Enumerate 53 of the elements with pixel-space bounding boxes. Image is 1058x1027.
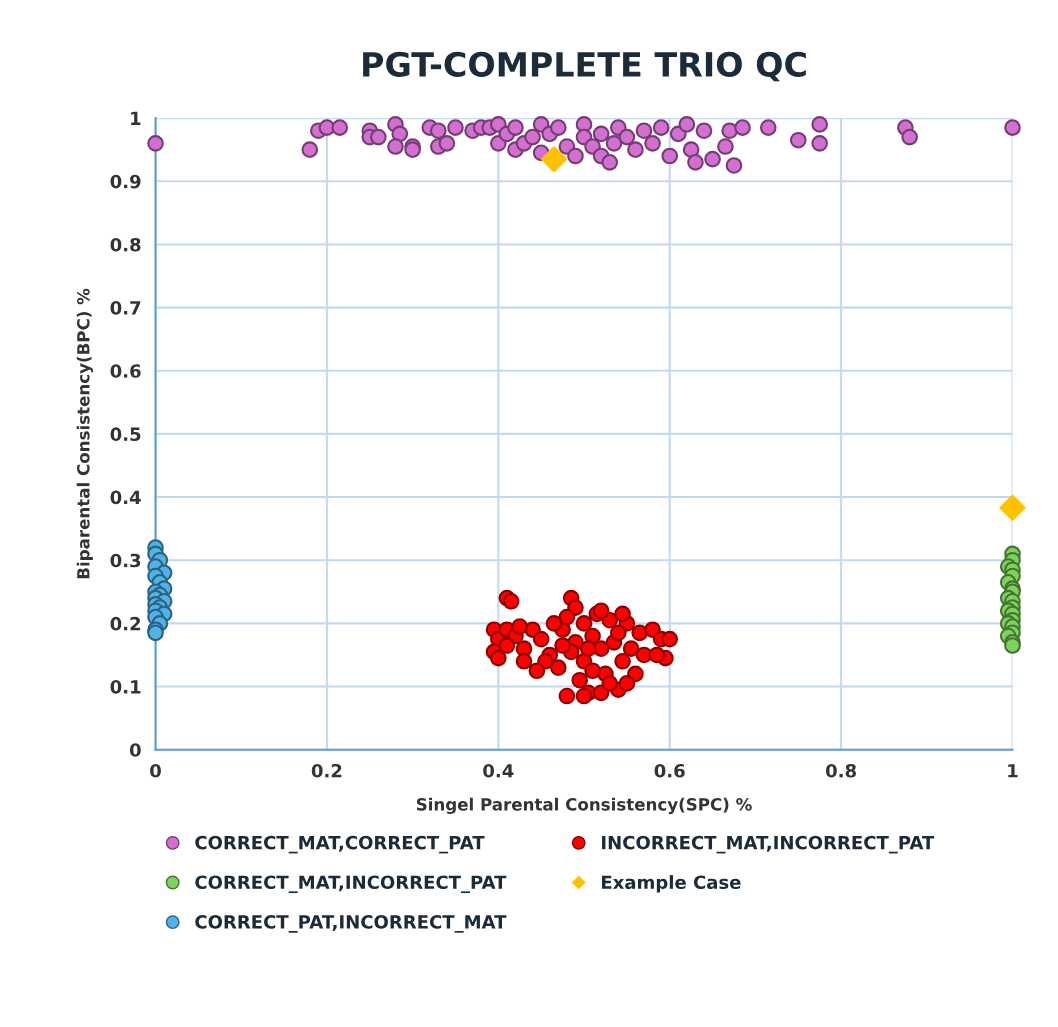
- legend-label: CORRECT_PAT,INCORRECT_MAT: [195, 915, 507, 933]
- point: [618, 675, 636, 692]
- point: [575, 615, 593, 632]
- point: [648, 646, 666, 664]
- y-tick-label: 0.3: [110, 553, 141, 568]
- legend-label: INCORRECT_MAT,INCORRECT_PAT: [602, 835, 935, 854]
- point: [584, 662, 601, 680]
- x-axis-title: Singel Parental Consistency(SPC) %: [416, 797, 752, 814]
- y-tick-label: 0.1: [110, 680, 141, 694]
- x-tick-label: 0.6: [654, 763, 685, 778]
- chart-title: PGT-COMPLETE TRIO QC: [363, 51, 806, 82]
- y-tick-label: 0.2: [110, 616, 141, 631]
- y-tick-label: 0: [129, 743, 141, 757]
- point: [601, 675, 619, 692]
- y-tick-label: 0.5: [110, 427, 141, 442]
- y-tick-label: 1: [131, 111, 141, 125]
- point: [614, 605, 631, 623]
- point: [609, 624, 627, 642]
- point: [511, 618, 529, 635]
- point: [540, 146, 568, 173]
- x-tick-label: 0: [150, 763, 161, 778]
- legend-label: CORRECT_MAT,CORRECT_PAT: [195, 835, 485, 854]
- y-axis-title: Biparental Consistency(BPC) %: [76, 288, 93, 579]
- point: [558, 608, 576, 626]
- y-tick-label: 0.9: [110, 174, 141, 189]
- point: [515, 652, 533, 670]
- point: [502, 592, 520, 610]
- point: [498, 637, 516, 654]
- point: [558, 687, 576, 705]
- legend-label: CORRECT_MAT,INCORRECT_PAT: [195, 875, 507, 894]
- point: [614, 652, 631, 670]
- legend-label: Example Case: [602, 875, 741, 893]
- point: [545, 615, 563, 632]
- point: [622, 640, 640, 657]
- y-tick-label: 0.6: [110, 364, 141, 378]
- x-tick-label: 0.2: [311, 763, 342, 778]
- point: [592, 602, 610, 620]
- y-tick-label: 0.4: [110, 490, 141, 505]
- x-tick-label: 0.4: [483, 763, 514, 778]
- point: [999, 494, 1026, 521]
- x-tick-label: 0.8: [825, 763, 856, 778]
- point: [661, 630, 679, 648]
- point: [532, 630, 550, 648]
- point: [575, 687, 593, 705]
- point: [489, 649, 507, 667]
- y-tick-label: 0.8: [110, 237, 141, 252]
- point: [549, 659, 567, 676]
- point: [571, 671, 589, 689]
- y-tick-label: 0.7: [110, 301, 141, 315]
- x-tick-label: 1: [1008, 764, 1018, 778]
- point: [579, 640, 597, 657]
- point: [554, 637, 571, 654]
- point: [528, 662, 546, 680]
